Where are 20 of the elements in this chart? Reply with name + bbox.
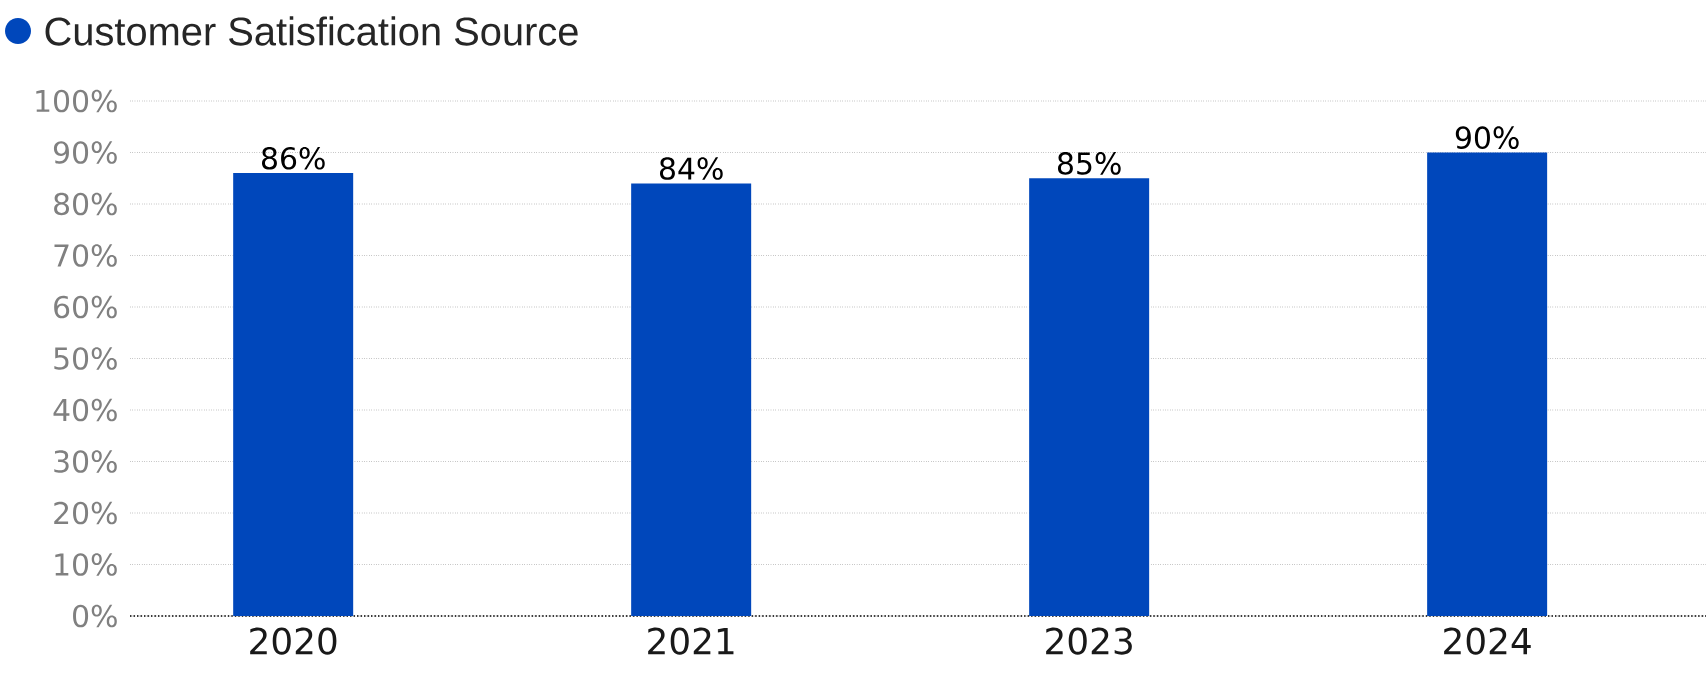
y-tick-label: 90%	[53, 141, 117, 164]
y-tick-label: 40%	[53, 398, 117, 422]
data-label: 84%	[659, 157, 723, 180]
y-tick-label: 0%	[73, 604, 117, 628]
data-label: 86%	[261, 146, 325, 170]
x-tick-label: 2023	[1046, 627, 1132, 655]
y-tick-label: 80%	[54, 192, 117, 216]
y-tick-label: 50%	[54, 347, 117, 370]
y-tick-label: 60%	[54, 295, 117, 319]
x-tick-label: 2024	[1444, 627, 1531, 655]
x-tick-label: 2021	[648, 627, 734, 655]
y-tick-label: 70%	[54, 244, 117, 267]
data-label: 85%	[1057, 152, 1121, 175]
y-tick-label: 10%	[55, 553, 117, 576]
x-tick-label: 2020	[250, 627, 337, 655]
chart-title: Customer Satisfication Source	[45, 16, 578, 46]
y-tick-label: 100%	[36, 89, 117, 113]
y-tick-label: 30%	[54, 450, 117, 473]
y-tick-label: 20%	[54, 501, 117, 525]
data-label: 90%	[1455, 126, 1519, 149]
